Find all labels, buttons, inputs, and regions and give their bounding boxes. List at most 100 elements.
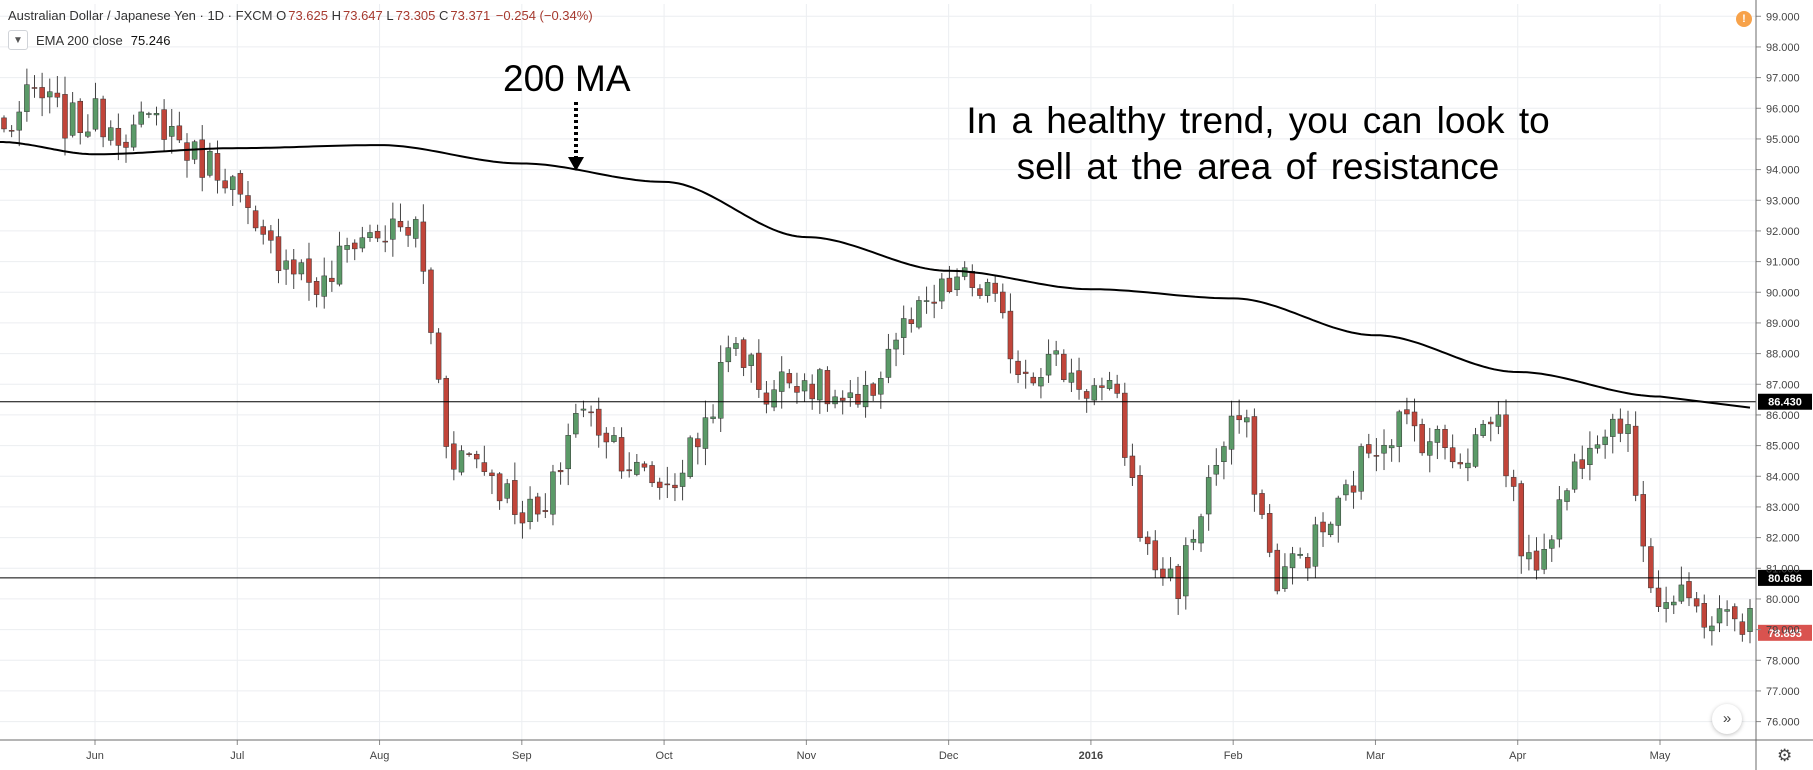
candle-up: [527, 498, 533, 523]
candle-down: [435, 332, 442, 380]
candle-up: [153, 113, 160, 116]
candle-up: [1594, 444, 1601, 449]
candle-down: [1251, 416, 1258, 495]
candle-up: [939, 278, 945, 302]
gear-icon[interactable]: ⚙: [1777, 746, 1793, 765]
indicator-legend: ▼ EMA 200 close 75.246: [8, 30, 170, 50]
candle-down: [618, 437, 625, 472]
y-tick-label: 81.000: [1766, 563, 1800, 575]
candle-up: [1106, 380, 1113, 389]
candle-down: [1144, 536, 1151, 545]
candle-down: [1350, 485, 1357, 493]
candle-down: [870, 383, 876, 396]
close-label: C: [439, 8, 449, 23]
candle-up: [1091, 385, 1098, 401]
candle-up: [1396, 411, 1403, 447]
candle-up: [565, 435, 571, 470]
candle-down: [1061, 353, 1067, 380]
candle-down: [588, 411, 594, 414]
candle-down: [992, 282, 998, 294]
candle-down: [397, 221, 404, 228]
candle-down: [466, 453, 472, 455]
candle-down: [1305, 557, 1311, 569]
candle-up: [885, 348, 892, 378]
y-tick-label: 86.000: [1766, 410, 1800, 422]
candle-up: [923, 300, 930, 302]
candle-down: [1693, 598, 1700, 607]
candle-down: [1000, 291, 1006, 314]
y-tick-label: 78.000: [1766, 655, 1800, 667]
high-label: H: [331, 8, 341, 23]
candle-up: [130, 124, 137, 148]
candle-down: [290, 259, 297, 275]
high-value: 73.647: [343, 8, 383, 23]
candle-down: [809, 383, 815, 400]
y-tick-label: 95.000: [1766, 134, 1800, 146]
candle-down: [1419, 424, 1425, 454]
double-chevron-right-icon[interactable]: »: [1712, 704, 1742, 734]
candle-up: [679, 472, 686, 487]
y-tick-label: 88.000: [1766, 349, 1800, 361]
candle-down: [824, 370, 831, 405]
candle-up: [1663, 602, 1669, 609]
x-tick-label: Nov: [797, 750, 817, 762]
candle-down: [1099, 385, 1105, 388]
candle-up: [298, 262, 305, 275]
candle-up: [717, 362, 724, 419]
current-price-label: 78.895: [1768, 628, 1802, 640]
candle-down: [1373, 455, 1380, 457]
candle-down: [489, 472, 495, 476]
candle-up: [69, 102, 76, 136]
candle-down: [1320, 521, 1326, 533]
candle-down: [1022, 371, 1029, 374]
candle-down: [519, 512, 526, 524]
candle-up: [1556, 499, 1563, 540]
x-tick-label: Apr: [1509, 750, 1526, 762]
candle-up: [1388, 445, 1395, 449]
candle-down: [512, 480, 518, 515]
horizontal-lines[interactable]: 86.430 80.686 78.895: [0, 393, 1812, 641]
change-value: −0.254 (−0.34%): [495, 8, 593, 23]
price-tag-label: 86.430: [1768, 397, 1802, 409]
candle-down: [313, 281, 320, 295]
candle-up: [778, 371, 785, 392]
chevron-down-icon[interactable]: ▼: [8, 30, 28, 50]
indicator-label: EMA 200 close: [36, 32, 123, 48]
ma-annotation: 200 MA: [503, 58, 631, 99]
symbol-legend: Australian Dollar / Japanese Yen · 1D · …: [8, 8, 593, 23]
candle-up: [1244, 417, 1250, 423]
low-value: 73.305: [395, 8, 436, 23]
y-tick-label: 82.000: [1766, 533, 1800, 545]
candle-up: [771, 389, 777, 408]
current-price-tag: [1758, 624, 1812, 641]
candle-up: [710, 416, 716, 419]
open-value: 73.625: [288, 8, 328, 23]
candle-down: [1449, 447, 1456, 463]
candle-down: [420, 221, 427, 272]
candle-down: [443, 378, 449, 447]
candle-down: [1457, 462, 1464, 465]
candle-down: [534, 496, 541, 515]
candle-up: [1190, 538, 1197, 543]
y-tick-label: 97.000: [1766, 73, 1800, 85]
candle-down: [1701, 603, 1708, 628]
candle-up: [862, 385, 869, 408]
candle-up: [801, 380, 808, 392]
candle-up: [733, 343, 739, 349]
candle-up: [1602, 436, 1608, 445]
candle-up: [1526, 552, 1532, 560]
candle-down: [1160, 568, 1166, 578]
alert-icon[interactable]: !: [1736, 11, 1752, 27]
candle-down: [1655, 587, 1662, 607]
candle-down: [763, 392, 770, 405]
candle-up: [1198, 516, 1204, 544]
candle-down: [214, 153, 221, 181]
candle-up: [359, 237, 366, 249]
candle-down: [656, 481, 663, 488]
candle-up: [687, 437, 693, 477]
candle-up: [1038, 377, 1044, 387]
candle-down: [115, 127, 122, 146]
candle-up: [1587, 447, 1593, 465]
